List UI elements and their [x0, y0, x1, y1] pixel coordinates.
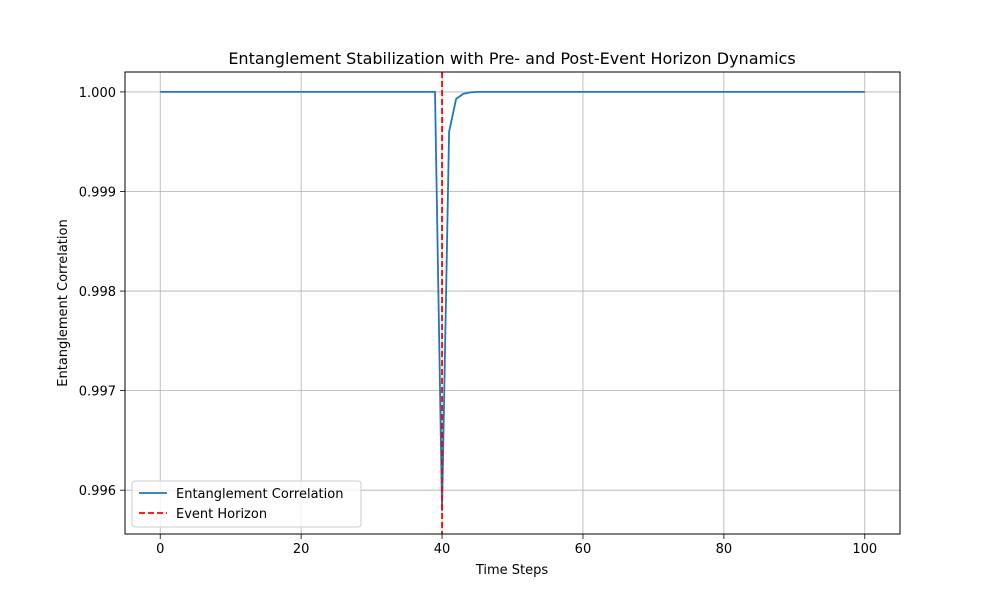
y-tick-label: 0.997	[79, 385, 116, 400]
chart-title: Entanglement Stabilization with Pre- and…	[228, 49, 795, 68]
x-tick-label: 60	[575, 542, 592, 557]
x-tick-label: 0	[156, 542, 164, 557]
y-tick-label: 0.999	[79, 185, 116, 200]
x-tick-label: 80	[716, 542, 733, 557]
legend-label-event-horizon: Event Horizon	[176, 507, 267, 522]
y-axis-label: Entanglement Correlation	[56, 219, 71, 386]
x-tick-label: 40	[434, 542, 451, 557]
plot-area	[160, 72, 865, 534]
x-tick-label: 100	[852, 542, 877, 557]
x-tick-label: 20	[293, 542, 310, 557]
axes-frame	[125, 72, 900, 534]
y-tick-label: 1.000	[79, 86, 116, 101]
grid	[125, 72, 900, 534]
series-line-entanglement-correlation	[160, 92, 865, 510]
y-tick-label: 0.996	[79, 484, 116, 499]
legend-label-correlation: Entanglement Correlation	[176, 487, 343, 502]
y-tick-label: 0.998	[79, 285, 116, 300]
x-axis-label: Time Steps	[475, 563, 549, 578]
legend: Entanglement Correlation Event Horizon	[132, 481, 361, 527]
